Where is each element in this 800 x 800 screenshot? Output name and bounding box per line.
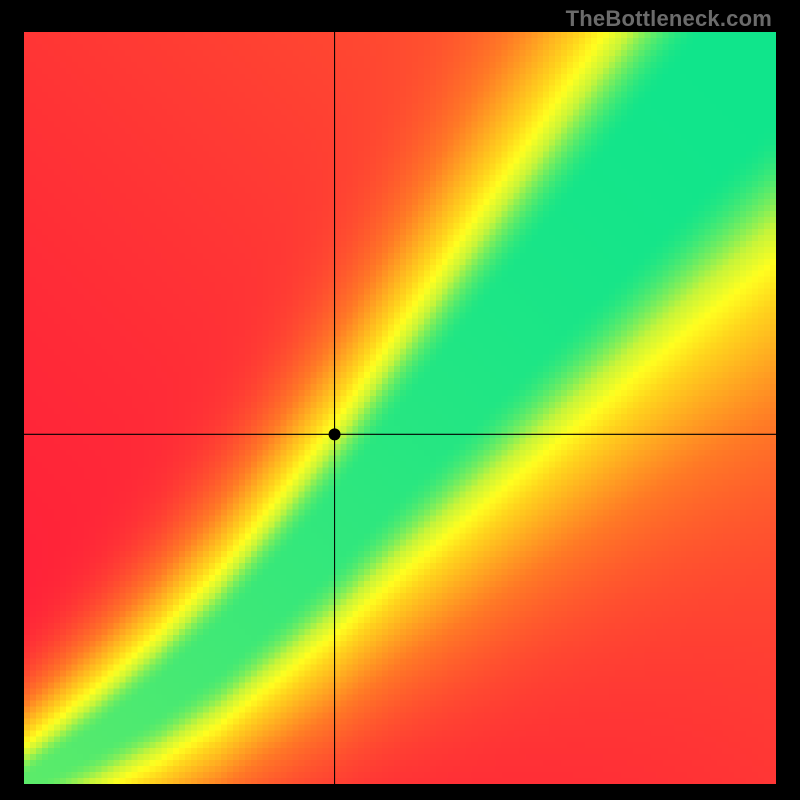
heatmap-canvas: [24, 32, 776, 784]
plot-area: [24, 32, 776, 784]
watermark-label: TheBottleneck.com: [566, 6, 772, 32]
chart-container: TheBottleneck.com: [0, 0, 800, 800]
